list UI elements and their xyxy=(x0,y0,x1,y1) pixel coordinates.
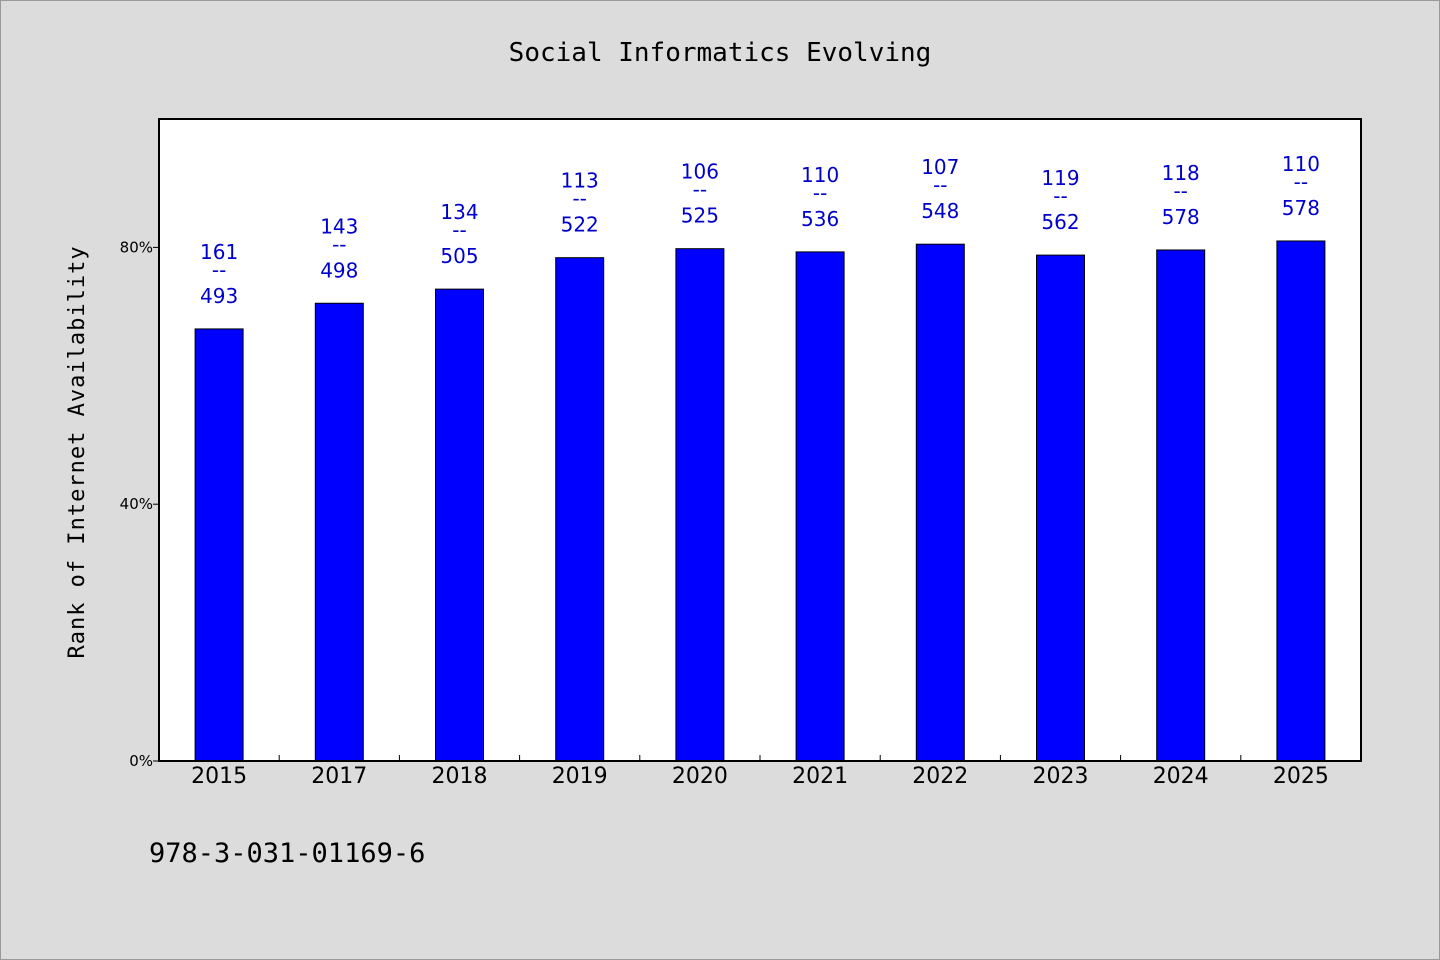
data-label-2025-line1: 110 xyxy=(1282,152,1320,176)
y-axis: 0% 40% 80% xyxy=(120,238,159,770)
data-label-2023-line2: -- xyxy=(1053,184,1067,208)
x-tick-label-2021: 2021 xyxy=(792,764,848,789)
bar-2021 xyxy=(795,251,845,762)
bar-2020 xyxy=(675,248,725,762)
y-tick-label-40: 40% xyxy=(120,495,153,513)
bar-2017 xyxy=(314,302,364,762)
data-label-2022-line3: 548 xyxy=(921,199,959,223)
data-label-2018-line1: 134 xyxy=(440,200,478,224)
data-label-2020-line2: -- xyxy=(693,178,707,202)
data-label-2023-line3: 562 xyxy=(1041,210,1079,234)
x-tick-label-2017: 2017 xyxy=(311,764,367,789)
y-tick-label-0: 0% xyxy=(129,752,153,770)
x-tick-label-2019: 2019 xyxy=(552,764,608,789)
y-tick-label-80: 80% xyxy=(120,238,153,256)
data-label-2024-line2: -- xyxy=(1173,179,1187,203)
data-label-2015-line3: 493 xyxy=(200,284,238,308)
isbn-footnote: 978-3-031-01169-6 xyxy=(149,838,425,869)
data-label-2024-line1: 118 xyxy=(1162,161,1200,185)
x-tick-label-2022: 2022 xyxy=(912,764,968,789)
x-tick-label-2024: 2024 xyxy=(1153,764,1209,789)
x-axis: 2015 2017 2018 2019 2020 2021 2022 2023 2024 2025 xyxy=(191,755,1329,789)
data-label-2021-line1: 110 xyxy=(801,163,839,187)
bar-2018 xyxy=(435,288,484,762)
data-label-2021-line3: 536 xyxy=(801,207,839,231)
data-label-2025-line2: -- xyxy=(1294,170,1308,194)
chart-title: Social Informatics Evolving xyxy=(509,38,932,68)
bar-2019 xyxy=(555,257,605,762)
data-label-2019-line3: 522 xyxy=(561,213,599,237)
data-label-2021-line2: -- xyxy=(813,181,827,205)
data-label-2015-line1: 161 xyxy=(200,240,238,264)
data-label-2015-line2: -- xyxy=(212,258,226,282)
x-tick-label-2025: 2025 xyxy=(1273,764,1329,789)
bar-2023 xyxy=(1036,254,1085,762)
bar-2015 xyxy=(194,328,244,762)
data-label-2022-line1: 107 xyxy=(921,155,959,179)
x-tick-label-2023: 2023 xyxy=(1033,764,1089,789)
bar-2025 xyxy=(1276,240,1326,762)
data-label-2017-line2: -- xyxy=(332,232,346,256)
data-label-2019-line1: 113 xyxy=(561,169,599,193)
data-label-2018-line3: 505 xyxy=(440,244,478,268)
data-label-2023-line1: 119 xyxy=(1041,166,1079,190)
data-label-2020-line1: 106 xyxy=(681,160,719,184)
x-tick-label-2015: 2015 xyxy=(191,764,247,789)
data-label-2020-line3: 525 xyxy=(681,204,719,228)
data-label-2017-line1: 143 xyxy=(320,214,358,238)
bar-2024 xyxy=(1156,249,1206,762)
x-tick-label-2020: 2020 xyxy=(672,764,728,789)
bars-group xyxy=(194,240,1326,762)
x-tick-label-2018: 2018 xyxy=(432,764,488,789)
y-axis-label: Rank of Internet Availability xyxy=(65,245,90,658)
data-label-2022-line2: -- xyxy=(933,173,947,197)
data-label-2019-line2: -- xyxy=(572,187,586,211)
data-label-2025-line3: 578 xyxy=(1282,196,1320,220)
data-label-2024-line3: 578 xyxy=(1162,205,1200,229)
bar-2022 xyxy=(915,243,965,762)
data-label-2017-line3: 498 xyxy=(320,258,358,282)
data-label-2018-line2: -- xyxy=(452,218,466,242)
data-labels-group: 161--493143--498134--505113--522106--525… xyxy=(200,152,1320,308)
